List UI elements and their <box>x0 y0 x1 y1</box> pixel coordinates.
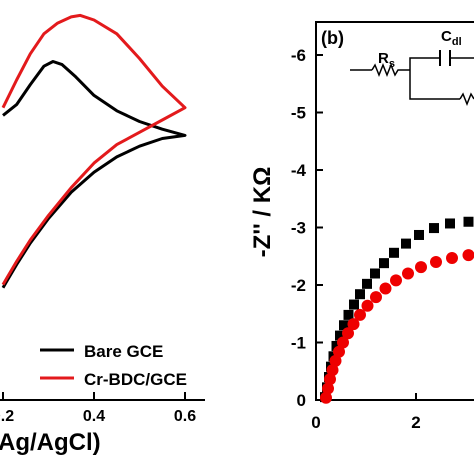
nyquist-point-cr-bdc-gce <box>390 274 402 287</box>
rct-resistor-symbol <box>459 92 474 107</box>
nyquist-y-axis-label: -Z'' / KΩ <box>249 167 276 258</box>
nyquist-x-tick-label: 0 <box>311 413 320 432</box>
cv-x-tick-label: 0.2 <box>0 408 14 425</box>
cv-x-tick-label: 0.6 <box>174 408 196 425</box>
nyquist-panel-label: (b) <box>321 28 344 48</box>
nyquist-point-cr-bdc-gce <box>379 282 392 295</box>
nyquist-point-bare-gce <box>389 247 399 258</box>
cv-series-bare-gce <box>1 60 187 289</box>
nyquist-point-bare-gce <box>445 218 455 229</box>
nyquist-point-cr-bdc-gce <box>354 308 366 321</box>
nyquist-point-bare-gce <box>343 309 354 320</box>
cv-x-axis-label: Ag/AgCl) <box>0 429 101 456</box>
nyquist-point-cr-bdc-gce <box>326 364 339 377</box>
nyquist-x-tick-label: 2 <box>411 413 420 432</box>
nyquist-point-cr-bdc-gce <box>415 261 427 274</box>
nyquist-point-bare-gce <box>349 299 359 310</box>
nyquist-point-bare-gce <box>335 330 345 341</box>
nyquist-y-tick-label: 0 <box>297 391 306 410</box>
cv-x-tick-label: 0.4 <box>83 408 105 425</box>
nyquist-point-bare-gce <box>331 340 342 351</box>
cv-panel: 0.2 0.4 0.6 Bare GCE Cr-BDC/GCE Ag/AgCl) <box>0 13 205 456</box>
nyquist-point-cr-bdc-gce <box>337 336 349 349</box>
nyquist-point-cr-bdc-gce <box>329 354 342 367</box>
nyquist-points <box>320 216 474 404</box>
cv-x-ticks: 0.2 0.4 0.6 <box>0 392 196 425</box>
nyquist-y-tick-label: -3 <box>291 219 306 238</box>
cdl-label: Cdl <box>441 28 462 48</box>
nyquist-point-bare-gce <box>379 258 389 269</box>
nyquist-point-bare-gce <box>362 278 372 289</box>
nyquist-y-ticks: 0 -1 -2 -3 -4 -5 -6 <box>291 46 323 410</box>
cdl-capacitor-symbol <box>439 50 451 66</box>
cv-curves <box>1 13 187 289</box>
nyquist-y-tick-label: -2 <box>291 276 306 295</box>
cv-legend: Bare GCE Cr-BDC/GCE <box>40 342 187 389</box>
circuit-wires <box>350 57 474 100</box>
nyquist-y-tick-label: -1 <box>291 334 306 353</box>
nyquist-point-cr-bdc-gce <box>324 373 336 386</box>
equivalent-circuit-inset: Rs Cdl <box>350 28 474 107</box>
nyquist-point-cr-bdc-gce <box>370 291 382 304</box>
nyquist-point-bare-gce <box>429 223 439 234</box>
legend-label-cr-bdc-gce: Cr-BDC/GCE <box>84 370 187 389</box>
nyquist-point-cr-bdc-gce <box>430 256 442 268</box>
nyquist-point-cr-bdc-gce <box>361 299 374 312</box>
nyquist-point-cr-bdc-gce <box>402 267 414 280</box>
cv-series-cr-bdc-gce <box>1 13 187 286</box>
nyquist-point-cr-bdc-gce <box>347 318 360 331</box>
nyquist-point-bare-gce <box>401 238 411 249</box>
rs-resistor-symbol <box>371 62 400 78</box>
legend-label-bare-gce: Bare GCE <box>84 342 163 361</box>
rs-label: Rs <box>378 50 395 70</box>
nyquist-y-tick-label: -6 <box>291 46 306 65</box>
nyquist-point-cr-bdc-gce <box>320 391 332 404</box>
nyquist-y-tick-label: -5 <box>291 104 306 123</box>
nyquist-point-cr-bdc-gce <box>446 251 458 264</box>
nyquist-point-bare-gce <box>463 216 474 227</box>
nyquist-plot-frame <box>315 21 474 401</box>
nyquist-point-bare-gce <box>339 320 349 331</box>
nyquist-y-tick-label: -4 <box>291 161 307 180</box>
nyquist-point-cr-bdc-gce <box>333 345 345 358</box>
nyquist-point-bare-gce <box>370 268 380 279</box>
nyquist-point-cr-bdc-gce <box>462 249 474 262</box>
nyquist-point-bare-gce <box>355 289 365 300</box>
nyquist-point-cr-bdc-gce <box>322 382 334 395</box>
nyquist-point-cr-bdc-gce <box>342 327 354 340</box>
nyquist-point-bare-gce <box>414 229 424 240</box>
